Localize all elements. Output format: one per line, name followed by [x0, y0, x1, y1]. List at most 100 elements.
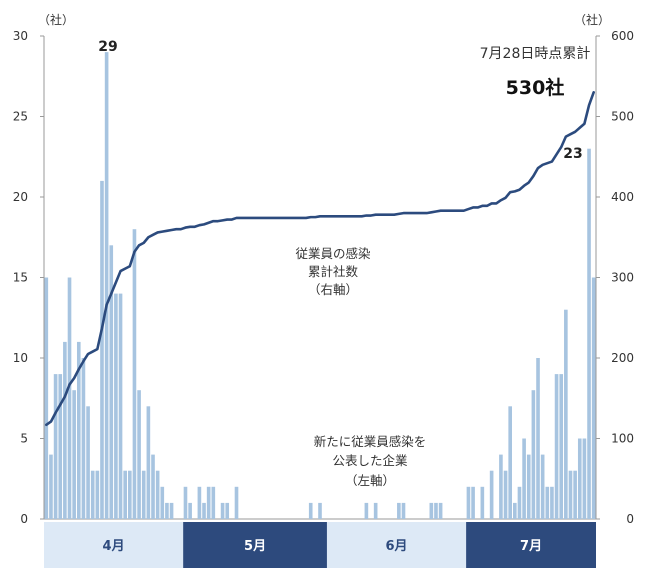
month-cell	[44, 522, 184, 568]
daily-bar	[373, 502, 378, 519]
daily-bar	[568, 470, 573, 519]
peak-bar-label: 29	[98, 39, 117, 55]
daily-bar	[513, 502, 517, 519]
right-axis-unit: （社）	[574, 12, 610, 27]
last-bar-label: 23	[563, 146, 582, 162]
left-tick-label: 15	[13, 271, 28, 285]
daily-bars	[44, 52, 596, 520]
month-label: 6月	[386, 539, 408, 554]
month-cell	[466, 522, 596, 568]
daily-bar	[220, 502, 225, 519]
daily-bar	[466, 486, 471, 519]
bar-series-label-3: （左軸）	[345, 473, 395, 488]
daily-bar	[109, 245, 114, 520]
daily-bar	[540, 454, 545, 519]
daily-bar	[564, 309, 568, 519]
daily-bar	[86, 406, 90, 519]
daily-bar	[141, 470, 146, 519]
right-tick-label: 600	[611, 29, 634, 43]
left-tick-label: 0	[20, 512, 28, 526]
daily-bar	[480, 486, 485, 519]
daily-bar	[517, 486, 522, 519]
right-tick-label: 500	[611, 110, 634, 124]
left-axis: 0 5 10 15 20 25 30	[13, 29, 44, 526]
line-series-label-3: （右軸）	[308, 282, 358, 297]
daily-bar	[522, 438, 526, 519]
daily-bar	[364, 502, 369, 519]
daily-bar	[577, 438, 582, 519]
daily-bar	[197, 486, 202, 519]
left-tick-label: 20	[13, 190, 28, 204]
daily-bar	[489, 470, 494, 519]
line-series-label-2: 累計社数	[308, 264, 359, 279]
daily-bar	[536, 358, 540, 519]
daily-bar	[582, 438, 587, 519]
right-tick-label: 300	[611, 271, 634, 285]
daily-bar	[76, 341, 81, 519]
month-label: 7月	[520, 539, 542, 554]
daily-bar	[545, 486, 550, 519]
right-tick-label: 400	[611, 190, 634, 204]
daily-bar	[202, 502, 206, 519]
bar-series-label-1: 新たに従業員感染を	[314, 434, 427, 449]
left-tick-label: 25	[13, 110, 28, 124]
daily-bar	[118, 293, 123, 519]
right-tick-label: 0	[626, 512, 634, 526]
cumulative-line-group	[45, 91, 595, 427]
daily-bar	[90, 470, 95, 519]
daily-bar	[58, 374, 63, 519]
daily-bar	[67, 277, 72, 519]
line-series-label-1: 従業員の感染	[295, 246, 371, 261]
daily-bar	[234, 486, 239, 519]
left-tick-label: 10	[13, 351, 28, 365]
daily-bar	[123, 470, 127, 519]
left-tick-label: 30	[13, 29, 28, 43]
daily-bar	[397, 502, 401, 519]
daily-bar	[206, 486, 211, 519]
daily-bar	[434, 502, 438, 519]
daily-bar	[128, 470, 132, 519]
daily-bar	[114, 293, 118, 519]
left-tick-label: 5	[20, 432, 28, 446]
daily-bar	[211, 486, 216, 519]
right-tick-label: 100	[611, 432, 634, 446]
daily-bar	[63, 341, 67, 519]
cumulative-note: 7月28日時点累計	[480, 46, 591, 62]
daily-bar	[225, 502, 230, 519]
daily-bar	[160, 486, 165, 519]
daily-bar	[169, 502, 174, 519]
daily-bar	[165, 502, 169, 519]
daily-bar	[318, 502, 322, 519]
daily-bar	[559, 374, 564, 519]
daily-bar	[132, 229, 137, 519]
daily-bar	[573, 470, 577, 519]
bar-series-label-2: 公表した企業	[332, 453, 408, 468]
month-band: 4月 5月 6月 7月	[44, 522, 596, 568]
daily-bar	[308, 502, 313, 519]
daily-bar	[499, 454, 503, 519]
daily-bar	[137, 390, 141, 519]
daily-bar	[401, 502, 406, 519]
daily-bar	[471, 486, 475, 519]
left-axis-unit: （社）	[38, 12, 74, 27]
daily-bar	[151, 454, 155, 519]
month-cell	[326, 522, 467, 568]
daily-bar	[587, 148, 591, 519]
daily-bar	[146, 406, 151, 519]
daily-bar	[155, 470, 160, 519]
month-label: 5月	[244, 539, 266, 554]
daily-bar	[531, 390, 536, 519]
daily-bar	[72, 390, 76, 519]
daily-bar	[554, 374, 559, 519]
daily-bar	[591, 277, 596, 519]
daily-bar	[526, 454, 531, 519]
daily-bar	[104, 52, 109, 519]
month-cell	[183, 522, 327, 568]
daily-bar	[44, 277, 49, 519]
daily-bar	[81, 358, 86, 519]
daily-bar	[429, 502, 434, 519]
daily-bar	[183, 486, 188, 519]
cumulative-line	[45, 91, 595, 427]
cumulative-value: 530社	[506, 76, 565, 99]
